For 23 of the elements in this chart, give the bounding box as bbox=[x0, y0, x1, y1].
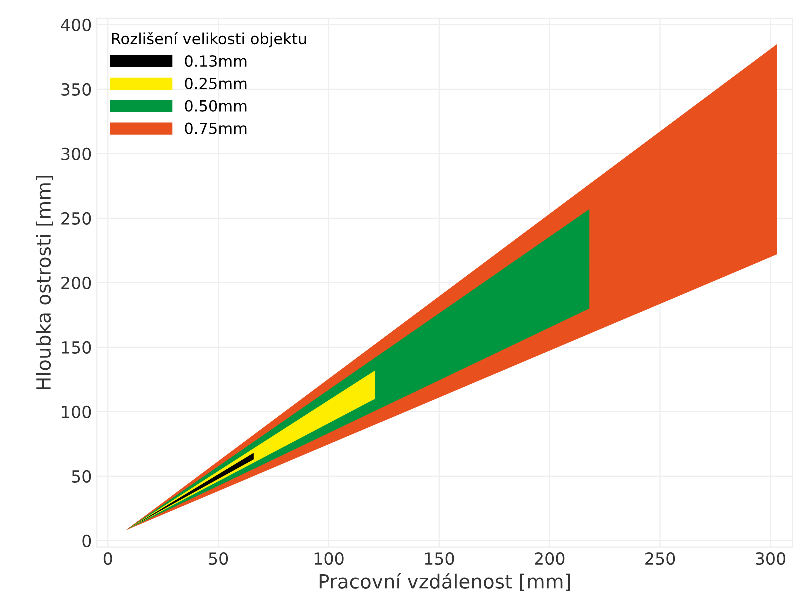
x-tick-label: 300 bbox=[756, 552, 786, 566]
y-tick-label: 300 bbox=[62, 148, 92, 160]
x-tick-label: 150 bbox=[425, 552, 454, 566]
y-tick-label: 0 bbox=[82, 534, 92, 548]
y-tick-label: 50 bbox=[72, 470, 92, 483]
x-tick-label: 100 bbox=[314, 552, 344, 566]
y-axis-title: Hloubka ostrosti [mm] bbox=[36, 176, 54, 390]
x-tick-label: 250 bbox=[646, 552, 676, 566]
legend-label: 0.50mm bbox=[185, 100, 247, 112]
x-tick-label: 200 bbox=[535, 552, 565, 566]
y-tick-label: 400 bbox=[61, 18, 92, 32]
y-tick-label: 250 bbox=[62, 212, 92, 225]
y-tick-label: 350 bbox=[62, 83, 92, 96]
y-tick-label: 200 bbox=[62, 276, 92, 290]
x-tick-label: 0 bbox=[104, 552, 112, 566]
y-tick-label: 150 bbox=[62, 341, 92, 354]
x-tick-label: 50 bbox=[209, 552, 228, 566]
legend-label: 0.75mm bbox=[185, 122, 247, 134]
legend-label: 0.25mm bbox=[185, 78, 247, 90]
legend-label: 0.13mm bbox=[185, 56, 247, 68]
legend-title: Rozlišení velikosti objektu bbox=[112, 32, 306, 48]
y-tick-label: 100 bbox=[62, 406, 92, 418]
x-axis-title: Pracovní vzdálenost [mm] bbox=[320, 573, 570, 592]
